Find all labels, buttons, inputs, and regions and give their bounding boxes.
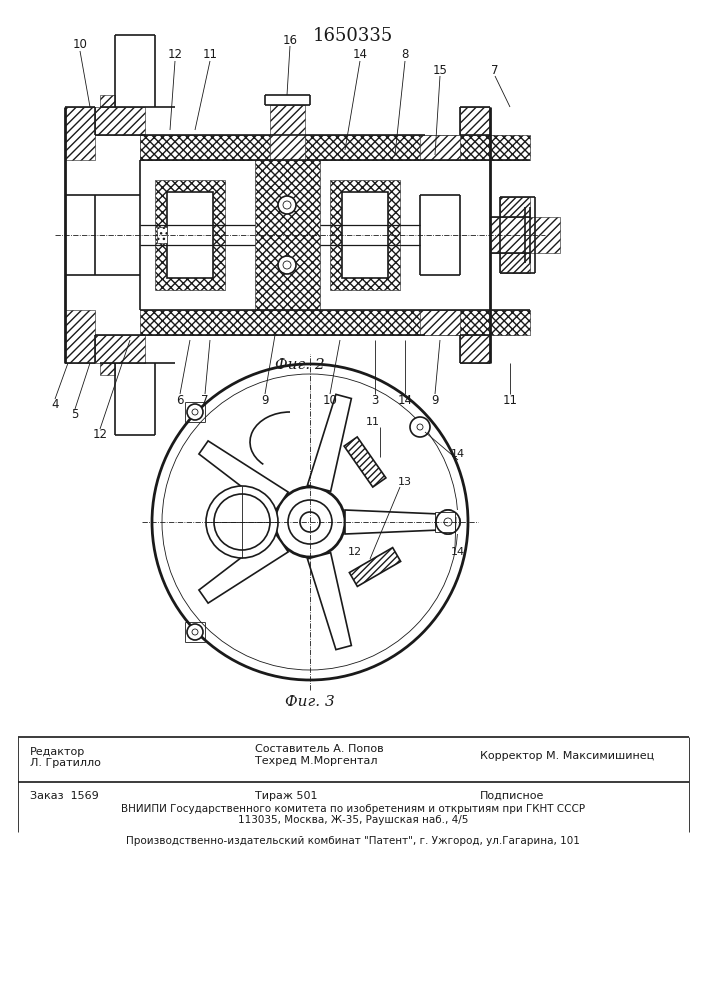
Text: Заказ  1569: Заказ 1569: [30, 791, 99, 801]
Circle shape: [283, 201, 291, 209]
Bar: [95, 107, 145, 135]
Circle shape: [283, 261, 291, 269]
Circle shape: [275, 487, 345, 557]
Circle shape: [187, 624, 203, 640]
Bar: [140, 310, 530, 335]
Text: Корректор М. Максимишинец: Корректор М. Максимишинец: [480, 751, 654, 761]
Circle shape: [410, 417, 430, 437]
Circle shape: [162, 374, 458, 670]
Text: 9: 9: [262, 393, 269, 406]
Text: 12: 12: [93, 428, 107, 442]
Bar: [100, 95, 115, 107]
Text: 7: 7: [491, 64, 498, 77]
Bar: [140, 135, 530, 160]
Text: 3: 3: [371, 393, 379, 406]
Text: 11: 11: [202, 48, 218, 62]
Circle shape: [192, 629, 198, 635]
Circle shape: [437, 514, 453, 530]
Circle shape: [192, 409, 198, 415]
Circle shape: [278, 196, 296, 214]
Polygon shape: [199, 441, 288, 512]
Text: 12: 12: [348, 547, 362, 557]
Text: 14: 14: [353, 48, 368, 62]
Text: Производственно-издательский комбинат "Патент", г. Ужгород, ул.Гагарина, 101: Производственно-издательский комбинат "П…: [126, 836, 580, 846]
Text: Подписное: Подписное: [480, 791, 544, 801]
Bar: [275, 487, 345, 557]
Text: 14: 14: [397, 393, 412, 406]
Bar: [100, 363, 115, 375]
Circle shape: [206, 486, 278, 558]
Text: Техред М.Моргентал: Техред М.Моргентал: [255, 756, 378, 766]
Circle shape: [288, 500, 332, 544]
Bar: [270, 105, 305, 160]
Polygon shape: [344, 437, 386, 487]
Bar: [420, 310, 460, 335]
Bar: [330, 180, 400, 290]
Text: ВНИИПИ Государственного комитета по изобретениям и открытиям при ГКНТ СССР: ВНИИПИ Государственного комитета по изоб…: [121, 804, 585, 814]
Circle shape: [187, 404, 203, 420]
Bar: [140, 135, 520, 160]
Text: Составитель А. Попов: Составитель А. Попов: [255, 744, 384, 754]
Circle shape: [444, 518, 452, 526]
Text: 14: 14: [451, 449, 465, 459]
Polygon shape: [349, 548, 401, 586]
Polygon shape: [199, 532, 288, 603]
Bar: [420, 135, 460, 160]
Text: 14: 14: [451, 547, 465, 557]
Text: 10: 10: [73, 38, 88, 51]
Bar: [500, 253, 530, 273]
Bar: [500, 197, 530, 217]
Text: 10: 10: [322, 393, 337, 406]
Text: 11: 11: [503, 393, 518, 406]
Circle shape: [417, 424, 423, 430]
Text: Тираж 501: Тираж 501: [255, 791, 317, 801]
Text: 16: 16: [283, 33, 298, 46]
Polygon shape: [308, 553, 351, 650]
Bar: [460, 107, 490, 135]
Text: 113035, Москва, Ж-35, Раушская наб., 4/5: 113035, Москва, Ж-35, Раушская наб., 4/5: [238, 815, 468, 825]
Text: Фиг. 2: Фиг. 2: [275, 358, 325, 372]
Bar: [65, 310, 95, 363]
Bar: [65, 107, 95, 160]
Bar: [255, 160, 320, 310]
Text: Фиг. 3: Фиг. 3: [285, 695, 335, 709]
Text: 1650335: 1650335: [313, 27, 393, 45]
Bar: [490, 217, 560, 253]
Bar: [157, 227, 167, 243]
Text: 12: 12: [168, 48, 182, 62]
Polygon shape: [308, 394, 351, 491]
Text: 7: 7: [201, 393, 209, 406]
Text: 4: 4: [51, 398, 59, 412]
Text: 9: 9: [431, 393, 439, 406]
Bar: [95, 335, 145, 363]
Text: 15: 15: [433, 64, 448, 77]
Text: 13: 13: [398, 477, 412, 487]
Bar: [460, 335, 490, 363]
Polygon shape: [345, 510, 440, 534]
Bar: [167, 192, 213, 278]
Circle shape: [300, 512, 320, 532]
Text: 8: 8: [402, 48, 409, 62]
Circle shape: [278, 256, 296, 274]
Circle shape: [436, 510, 460, 534]
Circle shape: [152, 364, 468, 680]
Bar: [155, 180, 225, 290]
Bar: [436, 510, 460, 534]
Bar: [342, 192, 388, 278]
Text: Л. Гратилло: Л. Гратилло: [30, 758, 101, 768]
Circle shape: [214, 494, 270, 550]
Circle shape: [442, 519, 448, 525]
Text: 6: 6: [176, 393, 184, 406]
Text: 5: 5: [71, 408, 78, 422]
Text: 11: 11: [366, 417, 380, 427]
Text: Редактор: Редактор: [30, 747, 86, 757]
